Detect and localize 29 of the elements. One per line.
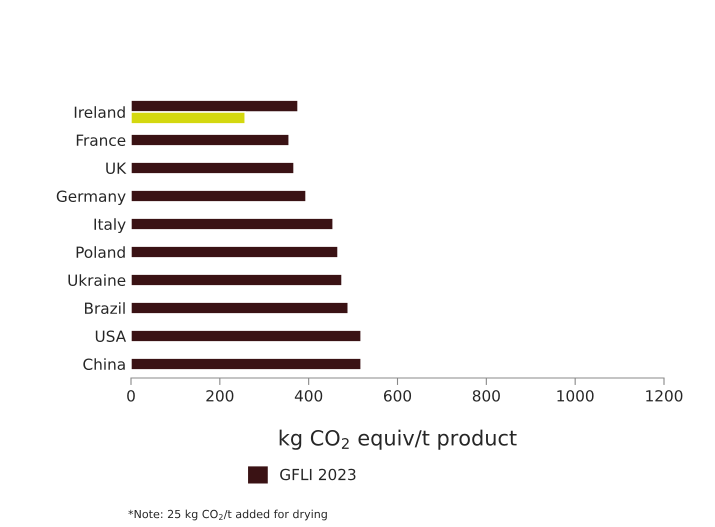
x-axis-title: kg CO$_{2}$ equiv/t product (280, 430, 517, 450)
bar (131, 133, 290, 147)
x-tick-label: 800 (472, 390, 500, 402)
bar (131, 273, 343, 287)
x-tick-label: 1000 (557, 390, 594, 402)
bar (131, 357, 362, 371)
y-tick-label: Brazil (85, 302, 125, 314)
bar (131, 217, 334, 231)
y-tick-label: China (83, 358, 125, 370)
x-tick-label: 600 (384, 390, 412, 402)
x-tick-label: 1200 (646, 390, 682, 402)
y-tick-label: France (76, 134, 126, 146)
text: *Note: 25 kg CO$_{2}$/t added for drying (128, 510, 327, 520)
y-tick-label: Ukraine (68, 274, 126, 286)
bar (131, 161, 295, 175)
x-tick-label: 400 (294, 390, 322, 402)
x-tick-label: 200 (206, 390, 234, 402)
bar (131, 189, 307, 203)
y-tick-label: UK (106, 162, 126, 174)
y-tick-label: Italy (94, 218, 126, 233)
legend-label: GFLI 2023 (280, 468, 356, 480)
y-tick-label: Poland (76, 246, 125, 258)
bar (131, 245, 339, 259)
y-tick-label: Ireland (74, 106, 125, 118)
x-tick-label: 0 (127, 390, 135, 402)
y-tick-label: Germany (56, 190, 126, 205)
y-tick-label: USA (96, 330, 126, 342)
bar (131, 301, 349, 315)
bar (131, 329, 362, 343)
